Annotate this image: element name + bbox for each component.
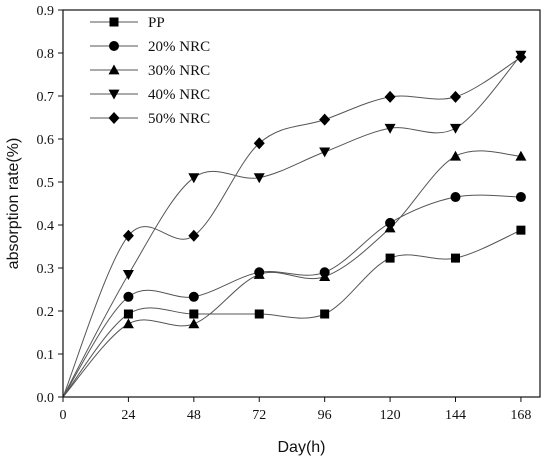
- series-point-2: [188, 318, 200, 329]
- y-tick-label: 0.8: [37, 47, 55, 62]
- y-tick-label: 0.4: [37, 219, 55, 234]
- series-point-0: [123, 309, 133, 319]
- x-tick-label: 72: [252, 408, 266, 423]
- series-point-3: [253, 173, 265, 184]
- y-tick-label: 0.7: [37, 90, 55, 105]
- series-point-0: [320, 309, 330, 319]
- y-tick-label: 0.9: [37, 4, 55, 19]
- legend-label: 30% NRC: [148, 63, 210, 79]
- legend-label: PP: [148, 15, 165, 31]
- series-point-2: [515, 150, 527, 161]
- legend-label: 40% NRC: [148, 87, 210, 103]
- x-tick-label: 120: [380, 408, 401, 423]
- legend-marker: [109, 41, 119, 51]
- x-tick-label: 96: [318, 408, 332, 423]
- series-point-0: [385, 253, 395, 263]
- series-point-1: [188, 291, 199, 302]
- legend-marker: [109, 17, 119, 27]
- series-point-0: [516, 225, 526, 235]
- y-axis-ticks: 0.0 0.1 0.2 0.3 0.4 0.5 0.6 0.7 0.8 0.9: [37, 4, 63, 406]
- legend-label: 50% NRC: [148, 111, 210, 127]
- series-point-2: [253, 268, 265, 279]
- y-axis-title: absorption rate(%): [5, 138, 22, 270]
- series-point-4: [188, 229, 200, 242]
- y-tick-label: 0.6: [37, 133, 55, 148]
- series-curve-3: [62, 54, 522, 398]
- legend-marker: [108, 112, 120, 124]
- series-point-1: [123, 291, 134, 302]
- x-tick-label: 144: [445, 408, 466, 423]
- series-point-4: [253, 137, 265, 150]
- series-point-4: [450, 90, 462, 103]
- series-point-1: [515, 192, 526, 203]
- series-point-4: [515, 51, 527, 64]
- series-curve-4: [62, 56, 522, 398]
- series-point-0: [451, 253, 461, 263]
- fit-curves: [62, 54, 522, 398]
- legend-marker: [108, 64, 120, 75]
- y-tick-label: 0.2: [37, 305, 55, 320]
- legend-marker: [108, 89, 120, 100]
- series-point-4: [122, 229, 134, 242]
- series-point-2: [450, 150, 462, 161]
- series-point-3: [188, 173, 200, 184]
- x-tick-label: 168: [510, 408, 531, 423]
- plot-frame: [62, 9, 541, 398]
- series-point-4: [319, 113, 331, 126]
- y-tick-label: 0.3: [37, 262, 55, 277]
- series-point-0: [254, 309, 264, 319]
- legend: PP 20% NRC 30% NRC 40% NRC 50% NRC: [90, 15, 210, 127]
- x-axis-title: Day(h): [277, 439, 325, 456]
- series-point-4: [384, 90, 396, 103]
- series-point-1: [450, 192, 461, 203]
- series-point-0: [189, 309, 199, 319]
- series-point-2: [384, 222, 396, 233]
- y-tick-label: 0.5: [37, 176, 55, 191]
- series-point-2: [319, 271, 331, 281]
- series-point-2: [122, 318, 134, 329]
- series-point-3: [450, 123, 462, 134]
- x-axis-ticks: 0 24 48 72 96 120 144 168: [60, 397, 531, 423]
- x-tick-label: 48: [187, 408, 201, 423]
- data-points: [122, 50, 527, 329]
- y-tick-label: 0.1: [37, 348, 55, 363]
- legend-label: 20% NRC: [148, 39, 210, 55]
- series-point-3: [384, 123, 396, 134]
- x-tick-label: 0: [60, 408, 67, 423]
- y-tick-label: 0.0: [37, 391, 55, 406]
- series-point-3: [122, 270, 134, 280]
- x-tick-label: 24: [121, 408, 135, 423]
- series-point-3: [319, 147, 331, 158]
